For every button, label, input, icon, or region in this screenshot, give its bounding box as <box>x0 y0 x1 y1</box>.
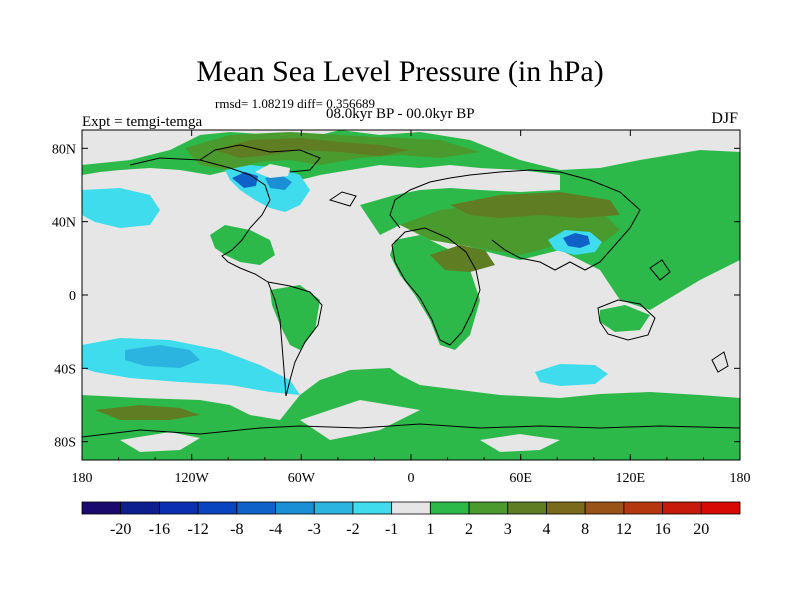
colorbar-label: 8 <box>581 521 589 538</box>
colorbar-label: 1 <box>426 521 434 538</box>
colorbar-swatch <box>275 501 315 515</box>
colorbar-label: -3 <box>308 521 321 538</box>
region-south-america-green <box>270 285 320 350</box>
x-tick-label: 180 <box>72 471 93 486</box>
stats-label: rmsd= 1.08219 diff= 0.356689 <box>215 96 375 111</box>
colorbar-swatch <box>584 501 625 515</box>
colorbar-swatch <box>236 501 276 515</box>
colorbar-swatch <box>546 501 586 515</box>
region-south-pacific-darker <box>125 345 200 368</box>
region-south-atlantic-grey <box>300 400 420 440</box>
colorbar-label: 4 <box>542 521 550 538</box>
x-tick-label: 120E <box>616 471 646 486</box>
region-north-pacific-cyan <box>82 188 160 228</box>
colorbar-label: -4 <box>269 521 282 538</box>
y-tick-label: 40N <box>52 216 76 231</box>
colorbar-swatch <box>429 501 470 515</box>
y-tick-label: 40S <box>54 362 76 377</box>
colorbar-label: -1 <box>385 521 398 538</box>
colorbar-swatch <box>623 501 663 515</box>
colorbar-label: -2 <box>346 521 359 538</box>
y-tick-label: 0 <box>69 289 76 304</box>
colorbar-label: 20 <box>693 521 709 538</box>
region-southern-ocean-brown <box>95 405 200 420</box>
colorbar-swatch <box>662 501 702 515</box>
region-greenland-white <box>255 164 290 178</box>
x-tick-label: 60E <box>509 471 532 486</box>
experiment-label: Expt = temgi-temga <box>82 114 203 130</box>
colorbar-swatch <box>468 501 509 515</box>
colorbar-swatch <box>391 501 431 515</box>
colorbar-label: 2 <box>465 521 473 538</box>
region-tibet-blue <box>563 233 590 248</box>
chart-title: Mean Sea Level Pressure (in hPa) <box>196 55 604 88</box>
colorbar-label: 12 <box>616 521 632 538</box>
season-label: DJF <box>711 110 738 127</box>
x-tick-label: 60W <box>288 471 316 486</box>
coastlines <box>82 144 740 438</box>
map-field <box>82 130 740 460</box>
axis-ticks <box>81 130 741 460</box>
x-tick-label: 0 <box>408 471 415 486</box>
colorbar-swatch <box>507 501 547 515</box>
region-hudson-blue-2 <box>265 174 292 190</box>
y-tick-label: 80N <box>52 142 76 157</box>
colorbar-label: -20 <box>110 521 131 538</box>
region-indian-ocean-cyan <box>535 364 608 386</box>
colorbar-swatch <box>352 501 393 515</box>
colorbar-swatch <box>700 501 741 515</box>
colorbar-label: -8 <box>230 521 243 538</box>
region-sahara-brown <box>430 245 495 272</box>
colorbar-label: -12 <box>187 521 208 538</box>
x-tick-label: 120W <box>175 471 210 486</box>
region-asia-brown <box>450 192 620 218</box>
colorbar-swatch <box>197 501 238 515</box>
region-north-america-green <box>210 225 275 265</box>
colorbar-label: 3 <box>504 521 512 538</box>
colorbar-label: 16 <box>655 521 671 538</box>
colorbar-swatch <box>81 501 122 515</box>
colorbar-labels: -20 -16 -12 -8 -4 -3 -2 -1 1 2 3 4 8 12 16 20 <box>110 521 709 538</box>
colorbar-swatch <box>313 501 354 515</box>
colorbar-swatch <box>159 501 199 515</box>
region-arctic-brown <box>215 138 410 158</box>
region-antarctic-grey-patches <box>120 432 560 452</box>
period-label: 08.0kyr BP - 00.0kyr BP <box>326 106 475 122</box>
x-tick-label: 180 <box>730 471 751 486</box>
y-tick-label: 80S <box>54 436 76 451</box>
colorbar-swatch <box>120 501 160 515</box>
region-north-atlantic-green <box>82 130 740 310</box>
region-australia-green <box>600 305 650 332</box>
colorbar <box>81 501 741 515</box>
colorbar-label: -16 <box>149 521 170 538</box>
axis-labels: 180 120W 60W 0 60E 120E 180 80N 40N 0 40S 80S <box>52 142 751 486</box>
